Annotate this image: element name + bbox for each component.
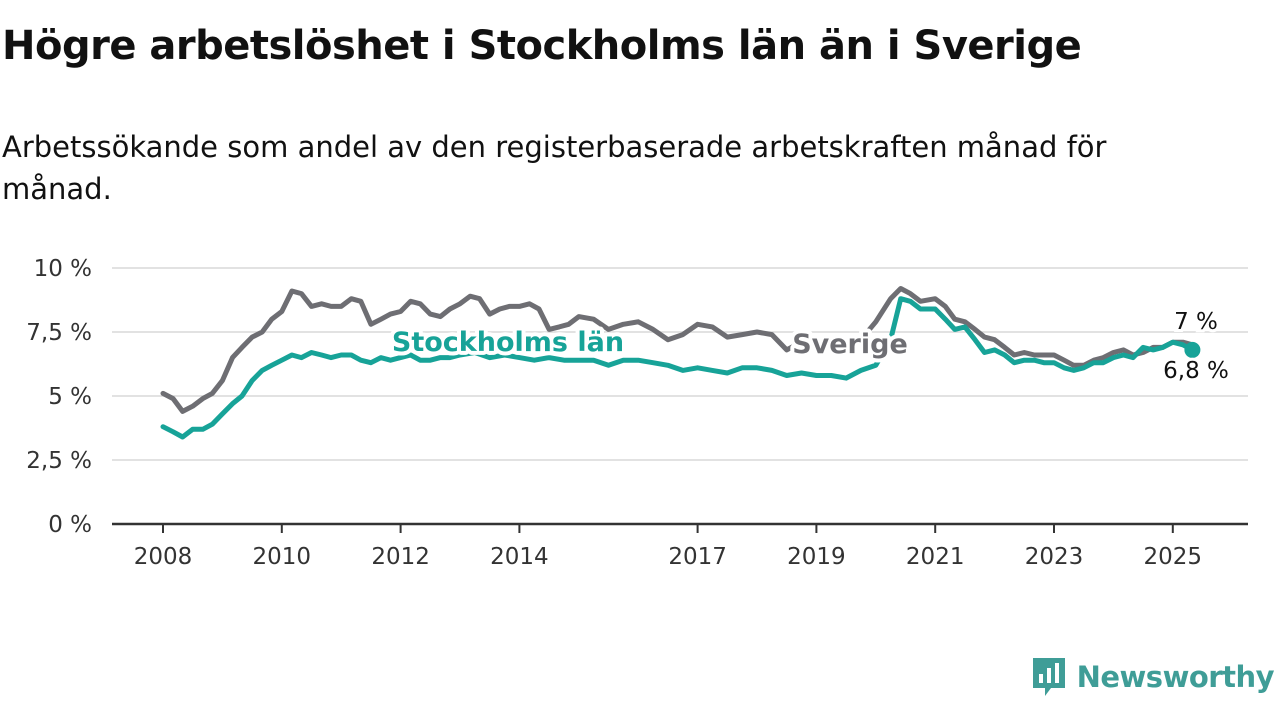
- grid-lines: [112, 267, 1248, 461]
- chart-subtitle: Arbetssökande som andel av den registerb…: [2, 130, 1107, 206]
- series-line-0: [160, 286, 1195, 414]
- x-tick-label: 2023: [1025, 544, 1084, 570]
- brand-name: Newsworthy: [1076, 660, 1275, 694]
- x-tick-label: 2017: [668, 544, 727, 570]
- x-tick-label: 2014: [490, 544, 549, 570]
- series-line-1: [160, 296, 1195, 440]
- x-tick-label: 2010: [253, 544, 312, 570]
- series-name-label: Sverige: [792, 329, 908, 360]
- line-chart: 0 % 2,5 % 5 % 7,5 % 10 % 2008 2010 2012 2014 201…: [26, 256, 1248, 570]
- newsworthy-logo-icon: [1032, 658, 1065, 696]
- x-axis: 2008 2010 2012 2014 2017 2019 2021 2023 2025: [112, 522, 1248, 570]
- series-name-label: Stockholms län: [392, 327, 624, 358]
- series-end-dot: [1184, 341, 1201, 358]
- x-tick-label: 2008: [134, 544, 193, 570]
- y-tick-label: 2,5 %: [26, 448, 92, 474]
- x-tick-label: 2025: [1144, 544, 1203, 570]
- x-tick-label: 2021: [906, 544, 965, 570]
- series-lines: [160, 286, 1201, 440]
- chart-title: Högre arbetslöshet i Stockholms län än i…: [2, 23, 1082, 69]
- y-tick-label: 7,5 %: [26, 320, 92, 346]
- series-end-label: 7 %: [1174, 309, 1218, 335]
- series-labels: Stockholms län Sverige 7 % 6,8 %: [388, 306, 1232, 387]
- newsworthy-brand: Newsworthy: [1031, 656, 1275, 698]
- x-tick-label: 2012: [371, 544, 430, 570]
- x-tick-label: 2019: [787, 544, 846, 570]
- y-tick-label: 0 %: [48, 512, 92, 538]
- y-tick-label: 10 %: [34, 256, 92, 282]
- y-axis-ticks: 0 % 2,5 % 5 % 7,5 % 10 %: [26, 256, 92, 538]
- series-end-label: 6,8 %: [1163, 358, 1229, 384]
- y-tick-label: 5 %: [48, 384, 92, 410]
